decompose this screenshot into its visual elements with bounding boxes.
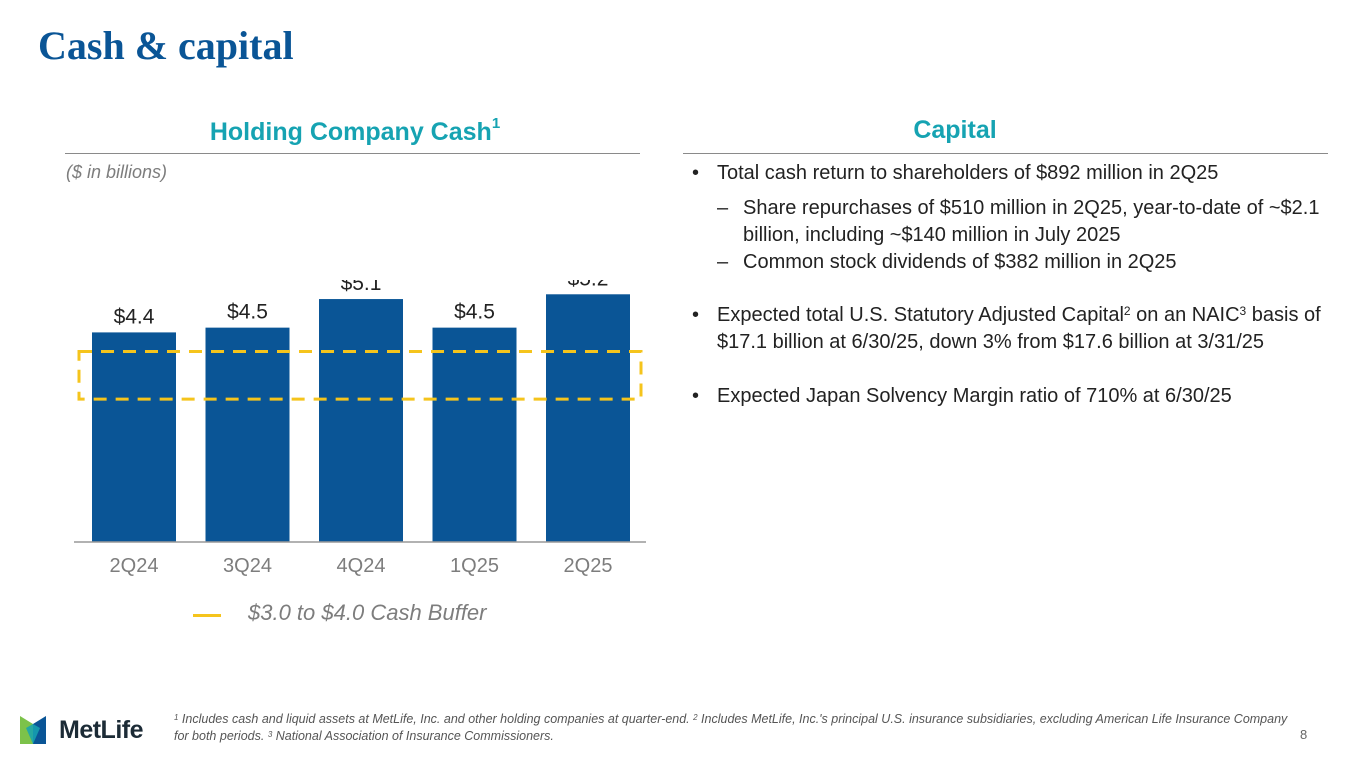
- bar-1q25: [432, 327, 517, 542]
- category-label-3q24: 3Q24: [223, 555, 272, 577]
- value-label-2q25: $5.2: [568, 280, 609, 290]
- metlife-logo-text: MetLife: [59, 716, 144, 744]
- bullet-statutory-capital: Expected total U.S. Statutory Adjusted C…: [690, 302, 1330, 356]
- bar-3q24: [205, 327, 290, 542]
- page-title: Cash & capital: [38, 23, 294, 68]
- capital-title: Capital: [913, 116, 997, 144]
- footnote-marker-3: 3: [1239, 304, 1247, 318]
- category-label-1q25: 1Q25: [450, 555, 499, 577]
- legend-buffer-label: $3.0 to $4.0 Cash Buffer: [248, 600, 487, 625]
- value-label-4q24: $5.1: [341, 280, 382, 295]
- holding-company-cash-chart: $4.4 $4.5 $5.1 $4.5 $5.2 2Q24 3Q24 4Q24 1Q25 2Q2…: [74, 280, 646, 577]
- bar-2q25: [546, 294, 630, 542]
- sub-bullet-dividends: Common stock dividends of $382 million i…: [690, 249, 1330, 276]
- footnote-3-text: National Association of Insurance Commis…: [272, 729, 554, 743]
- statutory-capital-text-c: basis of $17.1 billion at 6/30/25, down …: [717, 304, 1321, 353]
- footnotes: 1 Includes cash and liquid assets at Met…: [174, 711, 1294, 745]
- bar-4q24: [319, 299, 403, 542]
- left-title-rule: [65, 153, 640, 154]
- value-label-1q25: $4.5: [454, 301, 495, 324]
- category-label-2q24: 2Q24: [110, 555, 159, 577]
- footnote-3-number: 3: [267, 730, 273, 739]
- holding-company-cash-title: Holding Company Cash1: [130, 115, 580, 147]
- holding-company-cash-title-text: Holding Company Cash: [209, 118, 492, 146]
- category-label-4q24: 4Q24: [337, 555, 386, 577]
- footnote-marker-2: 2: [1123, 304, 1131, 318]
- cash-buffer-band: [77, 349, 643, 401]
- bar-2q24: [92, 332, 176, 542]
- footnote-2-number: 2: [693, 713, 698, 722]
- bullet-cash-return: Total cash return to shareholders of $89…: [690, 160, 1330, 187]
- units-label: ($ in billions): [66, 162, 168, 182]
- value-label-2q24: $4.4: [114, 305, 155, 328]
- sub-bullet-share-repurchases: Share repurchases of $510 million in 2Q2…: [690, 195, 1330, 249]
- bullet-japan-solvency: Expected Japan Solvency Margin ratio of …: [690, 383, 1330, 410]
- footnote-1-number: 1: [174, 713, 179, 722]
- right-title-rule: [683, 153, 1328, 154]
- footnote-2-text: Includes MetLife, Inc.'s principal U.S. …: [174, 712, 1288, 743]
- footnote-1-text: Includes cash and liquid assets at MetLi…: [178, 712, 694, 726]
- metlife-logo-icon: [20, 716, 46, 744]
- footnote-marker-1: 1: [491, 115, 501, 132]
- legend-buffer-swatch: [193, 614, 221, 617]
- statutory-capital-text-b: on an NAIC: [1130, 304, 1240, 326]
- page-number: 8: [1300, 727, 1308, 742]
- category-label-2q25: 2Q25: [564, 555, 613, 577]
- statutory-capital-text-a: Expected total U.S. Statutory Adjusted C…: [717, 304, 1124, 326]
- capital-bullets: Total cash return to shareholders of $89…: [690, 160, 1330, 410]
- value-label-3q24: $4.5: [227, 301, 268, 324]
